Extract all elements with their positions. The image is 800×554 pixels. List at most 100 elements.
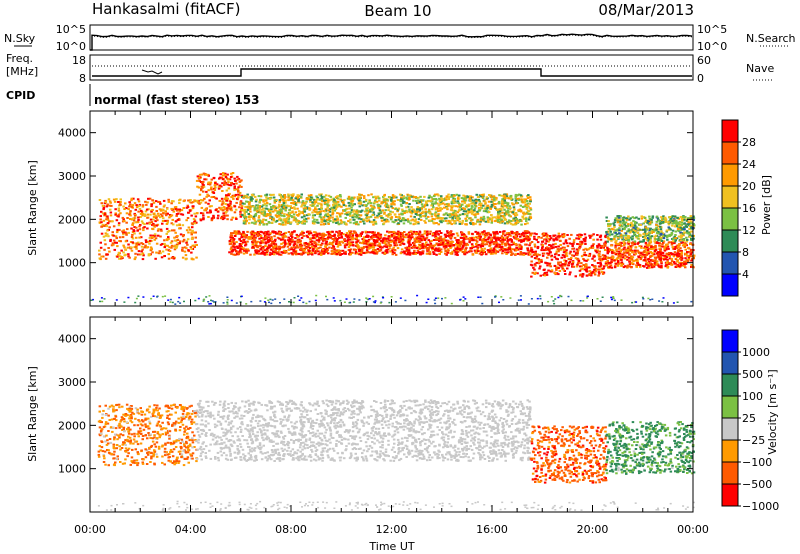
scatter-cell — [473, 204, 477, 207]
scatter-cell — [168, 216, 171, 219]
scatter-cell — [490, 220, 494, 223]
scatter-cell — [524, 216, 528, 219]
scatter-cell — [313, 218, 316, 221]
scatter-cell — [604, 261, 608, 264]
scatter-cell — [115, 214, 119, 217]
scatter-cell — [413, 240, 416, 243]
scatter-cell — [518, 243, 521, 246]
scatter-cell — [105, 253, 108, 256]
scatter-cell — [395, 238, 399, 241]
scatter-cell — [284, 199, 287, 202]
scatter-cell — [507, 219, 511, 222]
scatter-cell — [503, 238, 507, 241]
scatter-cell — [550, 245, 553, 248]
scatter-cell — [175, 209, 179, 212]
scatter-cell — [427, 252, 431, 255]
scatter-cell — [418, 233, 421, 236]
scatter-cell — [284, 201, 287, 204]
scatter-cell — [218, 206, 221, 209]
scatter-cell — [366, 235, 370, 238]
scatter-cell — [346, 197, 350, 200]
scatter-cell — [225, 189, 229, 192]
scatter-cell — [154, 257, 157, 260]
scatter-cell — [579, 243, 582, 246]
scatter-cell — [520, 232, 524, 235]
scatter-cell — [164, 244, 167, 247]
scatter-cell — [513, 219, 517, 222]
scatter-cell — [485, 205, 488, 208]
scatter-cell — [428, 208, 431, 211]
scatter-cell — [119, 240, 122, 243]
scatter-cell — [312, 244, 316, 247]
scatter-cell — [498, 209, 501, 212]
scatter-cell — [175, 214, 178, 217]
scatter-cell — [201, 183, 205, 186]
scatter-cell — [270, 236, 273, 239]
scatter-cell — [290, 246, 293, 249]
scatter-cell — [427, 215, 430, 218]
scatter-cell — [221, 190, 224, 192]
scatter-cell — [465, 214, 469, 217]
scatter-cell — [143, 213, 146, 216]
scatter-cell — [301, 203, 304, 206]
scatter-cell — [274, 231, 277, 233]
scatter-cell — [210, 188, 213, 191]
scatter-cell — [233, 187, 236, 190]
scatter-cell — [229, 248, 233, 251]
scatter-cell — [223, 180, 227, 183]
scatter-cell — [495, 217, 498, 220]
scatter-cell — [285, 218, 289, 221]
scatter-cell — [225, 207, 229, 210]
scatter-cell — [120, 249, 123, 252]
scatter-cell — [105, 205, 108, 208]
scatter-cell — [446, 230, 449, 233]
scatter-cell — [483, 217, 486, 220]
scatter-cell — [278, 237, 281, 240]
scatter-cell — [568, 237, 571, 240]
scatter-cell — [371, 214, 374, 216]
scatter-cell — [534, 250, 537, 253]
scatter-cell — [365, 207, 368, 210]
scatter-cell — [209, 211, 212, 214]
scatter-cell — [125, 221, 128, 224]
scatter-cell — [386, 230, 389, 233]
scatter-cell — [420, 207, 423, 210]
scatter-cell — [468, 217, 471, 220]
scatter-cell — [504, 251, 507, 254]
scatter-cell — [552, 243, 555, 246]
scatter-cell — [115, 241, 118, 244]
scatter-cell — [386, 251, 389, 254]
scatter-cell — [202, 172, 206, 175]
scatter-cell — [265, 253, 269, 256]
scatter-cell — [419, 199, 423, 202]
scatter-cell — [112, 198, 116, 201]
scatter-cell — [293, 218, 296, 221]
scatter-cell — [406, 218, 410, 221]
scatter-cell — [488, 217, 491, 220]
scatter-cell — [440, 202, 443, 205]
scatter-cell — [295, 220, 298, 223]
scatter-cell — [440, 251, 443, 253]
scatter-cell — [311, 201, 314, 204]
scatter-cell — [563, 254, 566, 257]
scatter-cell — [268, 197, 272, 200]
scatter-cell — [257, 250, 260, 253]
scatter-cell — [474, 201, 478, 204]
scatter-cell — [349, 211, 353, 214]
scatter-cell — [272, 250, 275, 253]
scatter-cell — [475, 249, 479, 252]
scatter-cell — [522, 231, 525, 234]
scatter-cell — [333, 239, 336, 242]
scatter-cell — [157, 252, 161, 255]
scatter-cell — [122, 205, 125, 208]
scatter-cell — [381, 241, 385, 244]
scatter-cell — [172, 223, 175, 226]
scatter-cell — [372, 234, 375, 237]
scatter-cell — [307, 217, 310, 220]
scatter-cell — [277, 214, 281, 217]
scatter-cell — [566, 234, 569, 236]
scatter-cell — [322, 210, 325, 212]
scatter-cell — [332, 241, 335, 244]
scatter-cell — [452, 209, 455, 212]
scatter-cell — [500, 200, 504, 203]
